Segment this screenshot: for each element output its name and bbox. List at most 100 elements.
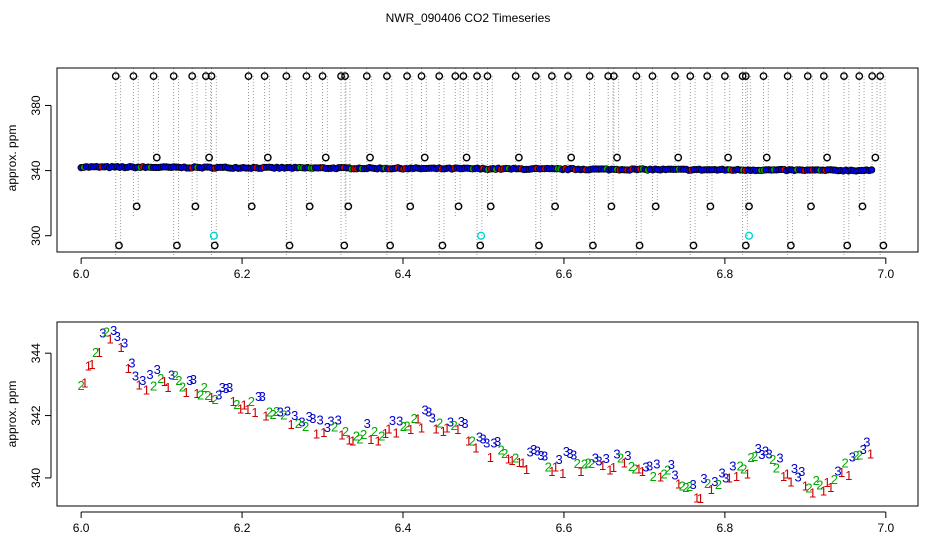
bottom-panel-data-point: 1	[505, 452, 512, 467]
bottom-panel-data-point: 1	[838, 465, 845, 480]
top-panel-spike-point	[567, 153, 576, 162]
top-panel-spike-point	[191, 202, 200, 211]
bottom-panel-data-point: 3	[364, 416, 371, 431]
bottom-panel-data-point: 2	[353, 428, 360, 443]
bottom-panel-data-point: 3	[479, 431, 486, 446]
bottom-panel-data-point: 2	[302, 419, 309, 434]
top-panel-spike-point	[305, 202, 314, 211]
bottom-panel-data-point: 3	[613, 446, 620, 461]
top-panel-spike-point	[285, 241, 294, 250]
top-panel-spike-point	[703, 72, 712, 81]
bottom-panel-data-point: 1	[240, 398, 247, 413]
bottom-panel-data-point: 3	[595, 454, 602, 469]
bottom-panel-data-point: 1	[454, 422, 461, 437]
top-panel-y-tick-label: 340	[29, 160, 43, 180]
bottom-panel-data-point: 2	[295, 416, 302, 431]
top-panel-spike-point	[609, 72, 618, 81]
bottom-panel-data-point: 3	[834, 463, 841, 478]
bottom-panel-data-point: 3	[114, 329, 121, 344]
bottom-panel-data-point: 3	[219, 380, 226, 395]
bottom-panel-data-point: 1	[81, 376, 88, 391]
bottom-panel-data-point: 3	[429, 410, 436, 425]
bottom-panel-data-point: 2	[378, 428, 385, 443]
top-panel-spike-point	[607, 202, 616, 211]
bottom-panel-data-point: 1	[208, 390, 215, 405]
top-panel-spike-point	[188, 72, 197, 81]
top-panel-spike-point	[420, 153, 429, 162]
bottom-panel-data-point: 3	[776, 450, 783, 465]
top-panel-spike-point	[417, 72, 426, 81]
bottom-panel-data-point: 1	[407, 422, 414, 437]
bottom-panel-data-point: 1	[784, 466, 791, 481]
top-panel-spike-point	[321, 153, 330, 162]
bottom-panel-data-point: 1	[552, 459, 559, 474]
bottom-panel-data-point: 2	[545, 460, 552, 475]
bottom-panel-data-point: 1	[697, 491, 704, 506]
bottom-panel-data-point: 2	[632, 462, 639, 477]
top-panel-spike-point	[535, 241, 543, 250]
bottom-panel-data-point: 3	[646, 459, 653, 474]
bottom-panel-data-point: 3	[762, 443, 769, 458]
bottom-panel-data-point: 2	[469, 433, 476, 448]
top-panel-spike-point	[210, 241, 219, 250]
top-panel-spike-point	[840, 72, 848, 81]
bottom-panel-data-point: 2	[686, 479, 693, 494]
bottom-panel-data-point: 3	[755, 441, 762, 456]
bottom-panel-data-point: 1	[418, 420, 425, 435]
bottom-panel-data-point: 3	[447, 415, 454, 430]
bottom-panel-data-point: 2	[342, 424, 349, 439]
bottom-panel-data-point: 1	[338, 427, 345, 442]
bottom-panel-data-point: 1	[345, 432, 352, 447]
top-panel-spike-point	[205, 153, 213, 162]
top-panel-outlier-point	[744, 231, 754, 240]
bottom-panel-data-point: 3	[798, 464, 805, 479]
top-panel-spike-point	[344, 202, 353, 211]
top-panel-spike-point	[514, 153, 523, 162]
bottom-panel-data-point: 1	[367, 432, 374, 447]
bottom-panel-data-point: 3	[541, 448, 548, 463]
top-panel-spike-point	[201, 72, 210, 81]
bottom-panel-data-point: 1	[125, 361, 132, 376]
bottom-panel-data-point: 3	[335, 413, 342, 428]
top-panel-spike-point	[786, 241, 795, 250]
bottom-panel-data-point: 3	[534, 444, 541, 459]
top-panel-spike-point	[651, 202, 660, 211]
bottom-panel-data-point: 1	[472, 441, 479, 456]
bottom-panel-data-point: 1	[393, 425, 400, 440]
bottom-panel-data-point: 1	[599, 458, 606, 473]
top-panel-spike-point	[149, 72, 158, 81]
bottom-panel-data-point: 1	[610, 460, 617, 475]
top-panel-spike-point	[604, 72, 613, 81]
bottom-panel-data-point: 1	[440, 424, 447, 439]
top-panel-spike-point	[386, 241, 395, 250]
bottom-panel-data-point: 2	[747, 450, 754, 465]
bottom-panel-data-point: 2	[103, 325, 110, 340]
bottom-panel-data-point: 2	[740, 462, 747, 477]
bottom-panel-data-point: 1	[867, 447, 874, 462]
bottom-panel-data-point: 3	[396, 414, 403, 429]
top-panel-spike-point	[807, 202, 815, 211]
bottom-panel-data-point: 1	[143, 382, 150, 397]
bottom-panel-data-point: 3	[327, 414, 334, 429]
bottom-panel-data-point: 3	[226, 380, 233, 395]
bottom-panel-data-point: 2	[813, 473, 820, 488]
top-panel-spike-point	[340, 241, 349, 250]
top-panel-spike-point	[111, 72, 120, 81]
top-panel-spike-point	[674, 153, 683, 162]
bottom-panel-data-point: 1	[237, 401, 244, 416]
top-panel-spike-point	[483, 72, 492, 81]
bottom-panel-data-point: 1	[230, 394, 237, 409]
bottom-panel-data-point: 3	[603, 451, 610, 466]
bottom-panel-data-point: 1	[161, 374, 168, 389]
bottom-panel-data-point: 1	[519, 456, 526, 471]
bottom-panel-data-point: 2	[664, 463, 671, 478]
bottom-panel-data-point: 2	[403, 419, 410, 434]
bottom-panel-data-point: 3	[563, 444, 570, 459]
top-panel-x-tick-label: 6.2	[234, 267, 251, 281]
bottom-panel-data-point: 3	[490, 435, 497, 450]
bottom-panel-data-point: 2	[679, 478, 686, 493]
top-panel-spike-point	[564, 72, 572, 81]
bottom-panel-data-point: 3	[570, 447, 577, 462]
bottom-panel-data-point: 3	[653, 457, 660, 472]
bottom-panel-data-point: 1	[443, 421, 450, 436]
